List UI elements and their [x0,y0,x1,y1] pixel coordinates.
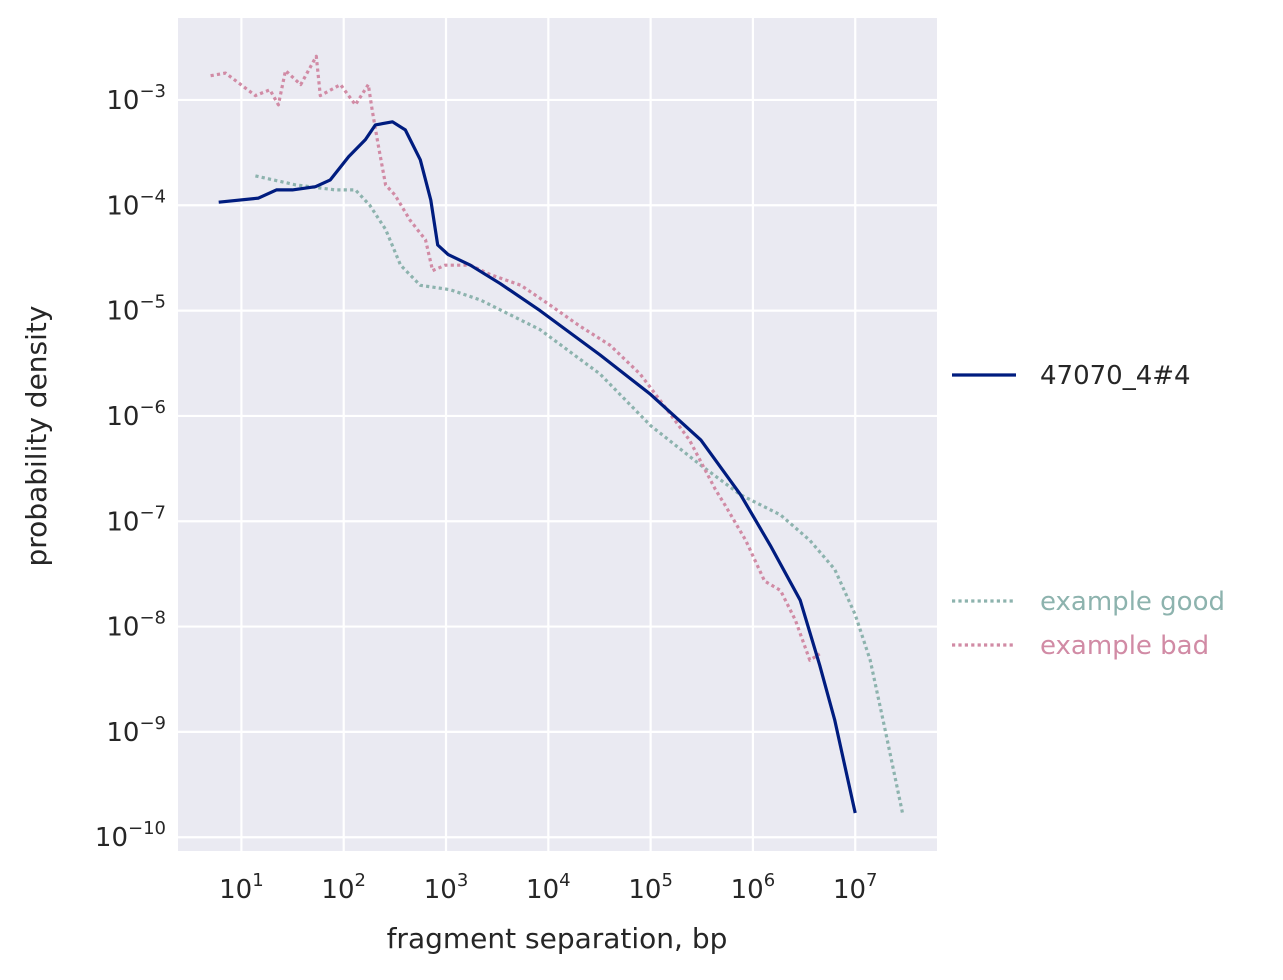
x-axis-label: fragment separation, bp [387,922,728,955]
x-tick-label: 103 [424,870,469,905]
x-tick-label: 104 [526,870,571,905]
x-tick-labels: 101 102 103 104 105 106 107 [219,870,877,905]
y-tick-label: 10−9 [106,713,166,748]
y-tick-label: 10−7 [106,502,166,537]
series-line-47070-4-4 [218,120,857,814]
y-tick-label: 10−3 [106,81,166,116]
series-line-example-good [255,174,905,814]
x-tick-label: 106 [731,870,776,905]
x-tick-label: 102 [321,870,366,905]
x-tick-label: 105 [628,870,673,905]
y-axis-label: probability density [20,306,53,567]
y-tick-label: 10−8 [106,608,166,643]
y-tick-label: 10−4 [106,186,166,221]
legend-label: example bad [1040,631,1209,661]
legend-label: example good [1040,587,1225,617]
y-tick-label: 10−10 [95,818,166,853]
series-lines [210,54,905,814]
grid [178,18,937,851]
legend-label: 47070_4#4 [1040,361,1191,391]
x-tick-label: 101 [219,870,264,905]
plot-background [178,18,937,851]
y-tick-label: 10−6 [106,397,166,432]
x-tick-label: 107 [833,870,878,905]
y-tick-labels: 10−3 10−4 10−5 10−6 10−7 10−8 10−9 10−10 [95,81,166,853]
series-line-example-bad [210,54,821,662]
y-tick-label: 10−5 [106,292,166,327]
